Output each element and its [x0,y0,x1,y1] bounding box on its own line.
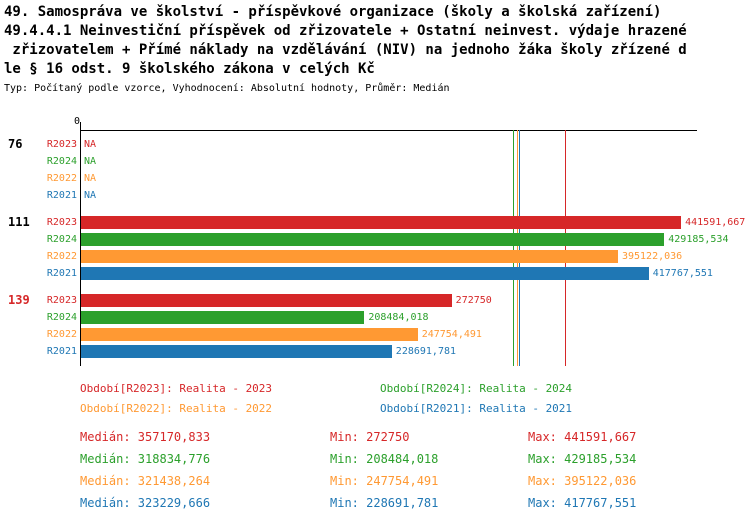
series-label-R2024: R2024 [46,156,77,167]
x-axis-line [80,130,697,131]
value-label-R2022: 247754,491 [421,329,482,340]
stat-median-R2021: Medián: 323229,666 [80,496,211,510]
series-label-R2023: R2023 [46,139,77,150]
title-line-1: 49. Samospráva ve školství - příspěvkové… [4,4,662,20]
value-label-R2023: 272750 [455,295,492,306]
series-label-R2022: R2022 [46,251,77,262]
median-line-R2021 [519,130,521,366]
value-label-R2022: 395122,036 [621,251,683,262]
stat-min-R2024: Min: 208484,018 [330,452,439,466]
stat-max-R2024: Max: 429185,534 [528,452,637,466]
median-line-R2022 [516,130,518,366]
bar-R2024 [81,233,665,246]
bar-R2024 [81,311,365,324]
value-label-R2024: 208484,018 [368,312,429,323]
title-line-4: le § 16 odst. 9 školského zákona v celýc… [4,61,375,77]
value-label-R2021: 417767,551 [652,268,713,279]
median-line-R2024 [513,130,515,366]
legend-item-R2023: Období[R2023]: Realita - 2023 [80,382,273,395]
series-label-R2023: R2023 [46,295,77,306]
series-label-R2021: R2021 [46,190,77,201]
stat-min-R2022: Min: 247754,491 [330,474,439,488]
legend: Období[R2023]: Realita - 2023 Období[R202… [0,380,750,426]
value-label-R2024: 429185,534 [668,234,729,245]
stats-panel: Medián: 357170,833 Min: 272750 Max: 441591… [0,430,750,520]
bar-R2021 [81,267,649,280]
bar-R2022 [81,250,618,263]
legend-item-R2021: Období[R2021]: Realita - 2021 [380,402,573,415]
group-label-139: 139 [8,293,30,307]
na-label-R2023: NA [84,139,97,150]
stat-median-R2022: Medián: 321438,264 [80,474,211,488]
group-label-111: 111 [8,215,30,229]
stat-min-R2021: Min: 228691,781 [330,496,439,510]
series-label-R2023: R2023 [46,217,77,228]
axis-origin-label: 0 [73,116,80,127]
legend-item-R2022: Období[R2022]: Realita - 2022 [80,402,273,415]
stat-max-R2023: Max: 441591,667 [528,430,637,444]
stat-max-R2022: Max: 395122,036 [528,474,637,488]
na-label-R2024: NA [84,156,97,167]
series-label-R2022: R2022 [46,173,77,184]
bar-R2023 [81,294,452,307]
na-label-R2022: NA [84,173,97,184]
series-label-R2022: R2022 [46,329,77,340]
median-line-R2023 [565,130,567,366]
bar-R2021 [81,345,392,358]
stat-min-R2023: Min: 272750 [330,430,410,444]
title-line-2: 49.4.4.1 Neinvestiční příspěvek od zřizo… [4,23,687,39]
group-label-76: 76 [8,137,23,151]
series-label-R2021: R2021 [46,268,77,279]
na-label-R2021: NA [84,190,97,201]
value-label-R2021: 228691,781 [395,346,457,357]
stat-median-R2023: Medián: 357170,833 [80,430,211,444]
value-label-R2023: 441591,667 [685,217,746,228]
chart-title: 49. Samospráva ve školství - příspěvkové… [4,3,687,97]
bar-chart: 0 76 R2023 NA R2024 NA R2022 NA R2021 NA 111 R2023… [0,116,750,372]
series-label-R2024: R2024 [46,312,77,323]
bar-R2022 [81,328,418,341]
title-line-3: zřizovatelem + Přímé náklady na vzdělává… [4,42,687,58]
stat-median-R2024: Medián: 318834,776 [80,452,211,466]
series-label-R2021: R2021 [46,346,77,357]
series-label-R2024: R2024 [46,234,77,245]
legend-item-R2024: Období[R2024]: Realita - 2024 [380,382,573,395]
stat-max-R2021: Max: 417767,551 [528,496,637,510]
bar-R2023 [81,216,682,229]
chart-subtitle: Typ: Počítaný podle vzorce, Vyhodnocení:… [4,83,450,94]
y-axis-line [80,122,81,366]
